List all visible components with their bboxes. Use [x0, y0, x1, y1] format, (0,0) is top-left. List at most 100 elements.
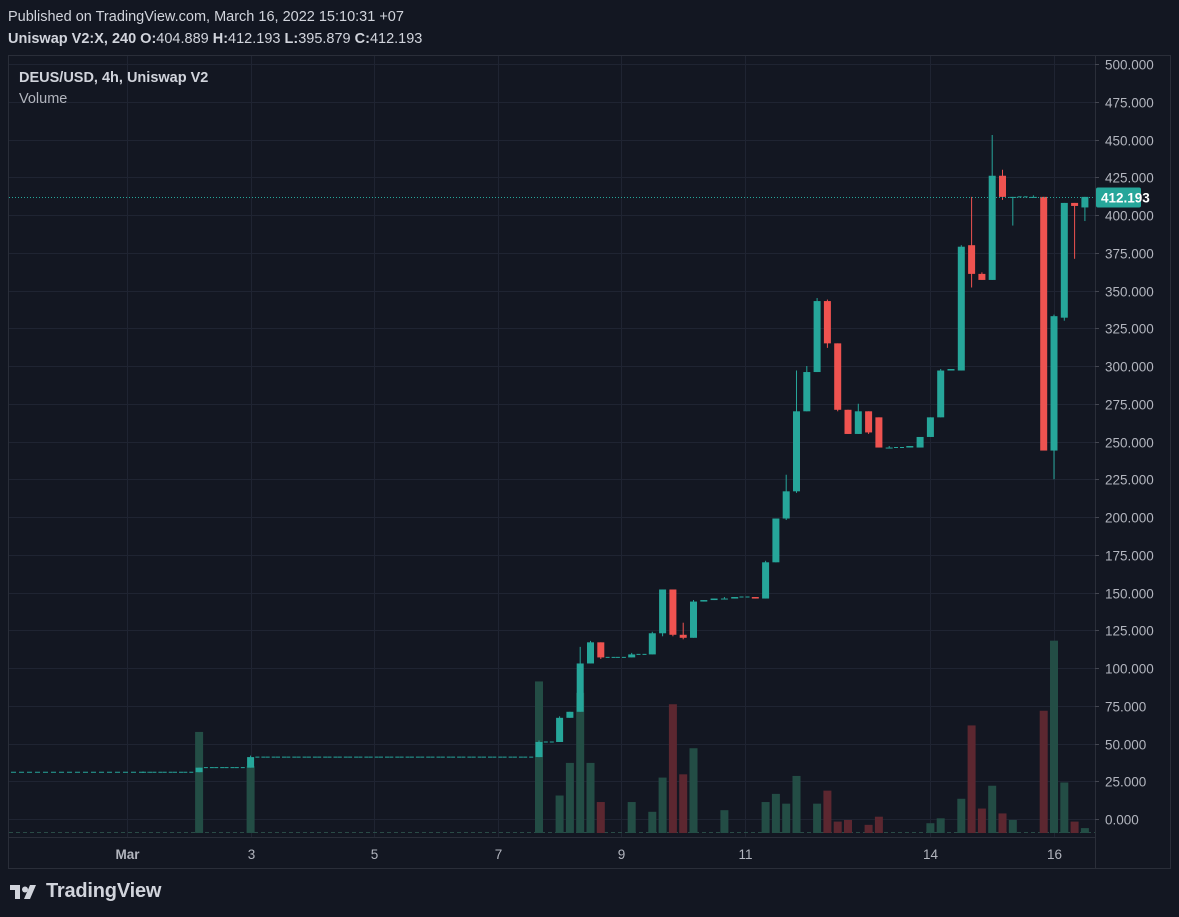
volume-bar — [1008, 819, 1017, 833]
candle-body — [751, 597, 759, 599]
y-tick-label: 275.000 — [1105, 398, 1154, 413]
y-tick-label: 175.000 — [1105, 549, 1154, 564]
volume-bar — [771, 793, 780, 833]
time-axis[interactable]: Mar 3 5 7 9 11 14 16 — [115, 847, 1062, 862]
candle — [1009, 196, 1017, 226]
candle — [834, 343, 842, 412]
candle — [690, 600, 697, 638]
candle — [854, 403, 862, 434]
candle-body — [1029, 196, 1037, 198]
candle — [1060, 202, 1068, 321]
x-tick-label: 11 — [738, 847, 752, 862]
candle — [988, 134, 996, 280]
candlestick-chart[interactable]: 500.000475.000450.000425.000400.000375.0… — [0, 0, 1179, 875]
volume-bar — [936, 818, 945, 833]
volume-bar — [813, 803, 822, 833]
candle-body — [659, 589, 667, 634]
tradingview-logo[interactable]: TradingView — [8, 880, 161, 903]
candle — [195, 767, 203, 773]
candle — [844, 409, 852, 434]
candle — [813, 298, 821, 373]
candle — [937, 369, 945, 418]
volume-bar — [720, 810, 729, 833]
y-tick-label: 125.000 — [1105, 624, 1154, 639]
y-tick-label: 400.000 — [1105, 209, 1154, 224]
volume-bar — [1060, 782, 1069, 833]
candle-body — [865, 411, 873, 433]
candle — [823, 299, 831, 348]
candle-body — [690, 601, 697, 638]
high-label: H: — [212, 31, 229, 47]
close-value: 412.193 — [369, 31, 423, 47]
volume-bar — [1050, 640, 1058, 833]
published-line: Published on TradingView.com, March 16, … — [8, 9, 404, 25]
candle — [999, 169, 1006, 200]
candle-body — [648, 633, 656, 655]
candle — [247, 755, 255, 768]
candle — [700, 600, 708, 602]
candle — [731, 597, 739, 599]
x-tick-label: 3 — [248, 847, 256, 862]
candle — [535, 740, 543, 758]
y-tick-label: 300.000 — [1105, 360, 1154, 375]
x-tick-label: 5 — [371, 847, 379, 862]
candle-body — [937, 370, 945, 418]
candle — [587, 640, 594, 664]
volume-bar — [596, 802, 605, 833]
candle-body — [195, 767, 203, 773]
volume-bar — [874, 816, 883, 833]
candle-body — [566, 711, 574, 718]
volume-bar — [864, 824, 873, 833]
legend-volume: Volume — [19, 91, 67, 107]
candle-body — [1040, 196, 1048, 451]
y-tick-label: 325.000 — [1105, 322, 1154, 337]
candle — [566, 711, 574, 718]
volume-bar — [957, 798, 966, 833]
price-axis[interactable]: 500.000 475.000 450.000 425.000 400.000 375.0… — [1095, 58, 1154, 828]
candle-body — [947, 369, 955, 371]
y-tick-label: 150.000 — [1105, 587, 1154, 602]
symbol-prefix: Uniswap V2:X, 240 — [8, 31, 137, 47]
low-label: L: — [284, 31, 299, 47]
open-label: O: — [140, 31, 157, 47]
volume-bar — [586, 762, 595, 833]
volume-bar — [926, 823, 935, 833]
candle — [1081, 196, 1089, 222]
y-tick-label: 350.000 — [1105, 285, 1154, 300]
candle-body — [669, 589, 677, 635]
volume-bar — [246, 766, 255, 833]
candle-body — [1071, 202, 1079, 206]
last-price-tag-bg — [1096, 187, 1141, 208]
y-tick-label: 225.000 — [1105, 473, 1154, 488]
candle-body — [1009, 196, 1017, 198]
volume-bars — [195, 640, 1089, 833]
low-value: 395.879 — [298, 31, 351, 47]
candle — [751, 597, 759, 599]
y-tick-label: 200.000 — [1105, 511, 1154, 526]
y-tick-label: 25.000 — [1105, 775, 1146, 790]
candle-body — [772, 518, 780, 563]
candle-body — [916, 436, 924, 448]
volume-bar — [1039, 710, 1048, 833]
candle — [597, 642, 605, 659]
candle-body — [597, 642, 605, 658]
open-value: 404.889 — [156, 31, 209, 47]
candle — [1040, 196, 1048, 451]
tradingview-logo-icon — [10, 884, 36, 899]
x-tick-label: 14 — [923, 847, 939, 862]
candle-body — [679, 634, 687, 638]
candle — [968, 196, 976, 288]
volume-bar — [627, 802, 636, 833]
volume-bar — [658, 777, 667, 833]
volume-bar — [668, 704, 677, 833]
candle-body — [854, 411, 862, 434]
volume-bar — [689, 748, 698, 833]
volume-bar — [792, 775, 801, 833]
volume-bar — [576, 692, 585, 833]
candle — [710, 598, 718, 601]
candle — [793, 370, 800, 493]
candles — [142, 134, 1089, 773]
y-tick-label: 425.000 — [1105, 171, 1154, 186]
candle-body — [782, 491, 790, 519]
candle — [916, 436, 924, 448]
